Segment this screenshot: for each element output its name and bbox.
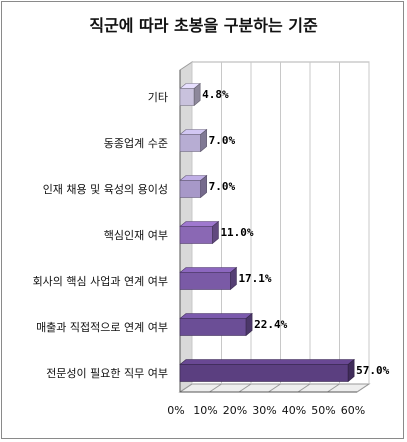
category-label: 회사의 핵심 사업과 연계 여부	[33, 275, 168, 288]
x-tick-label: 30%	[252, 404, 276, 417]
floor-gridline	[297, 383, 311, 393]
x-tick-label: 20%	[223, 404, 247, 417]
label-layer: 0% 10% 20% 30% 40% 50% 60% 기타 4.8% 동종업계 수준 7.0% 인재 …	[33, 88, 390, 417]
x-tick-label: 0%	[167, 404, 184, 417]
floor-gridline	[268, 383, 281, 393]
x-tick-label: 60%	[341, 404, 365, 417]
bar	[179, 358, 355, 383]
bar	[179, 174, 208, 199]
data-label: 22.4%	[254, 318, 287, 331]
bar-end-face	[200, 174, 207, 199]
floor-gridline	[327, 383, 340, 393]
bar-end-face	[347, 358, 355, 383]
floor-gridline	[179, 383, 193, 393]
bar-end-face	[230, 266, 237, 291]
bar-front-face	[179, 134, 201, 152]
bar-front-face	[179, 318, 247, 336]
bar	[179, 220, 220, 245]
bar	[179, 82, 201, 107]
chart-title: 직군에 따라 초봉을 구분하는 기준	[89, 16, 318, 35]
category-label: 전문성이 필요한 직무 여부	[46, 367, 168, 380]
data-label: 17.1%	[238, 272, 271, 285]
data-label: 7.0%	[209, 180, 236, 193]
bar-top-face	[179, 221, 220, 227]
x-tick-label: 10%	[193, 404, 217, 417]
bar-front-face	[179, 226, 213, 244]
bar-top-face	[179, 267, 238, 273]
floor-gridline	[209, 383, 222, 393]
category-label: 기타	[148, 91, 168, 104]
bar-layer	[179, 82, 355, 383]
category-label: 핵심인재 여부	[104, 229, 168, 242]
bar-front-face	[179, 180, 201, 198]
bar-front-face	[179, 364, 349, 382]
bar	[179, 266, 238, 291]
category-label: 인재 채용 및 육성의 용이성	[43, 183, 168, 196]
bar-front-face	[179, 88, 195, 106]
data-label: 4.8%	[202, 88, 229, 101]
x-tick-label: 50%	[311, 404, 335, 417]
bar-end-face	[193, 82, 201, 107]
data-label: 11.0%	[220, 226, 253, 239]
floor-gridline	[238, 383, 252, 393]
bar-end-face	[200, 128, 207, 153]
category-label: 동종업계 수준	[104, 137, 168, 150]
bar-end-face	[212, 220, 219, 245]
bar	[179, 312, 253, 337]
data-label: 57.0%	[356, 364, 389, 377]
bar	[179, 128, 208, 153]
category-label: 매출과 직접적으로 연계 여부	[36, 321, 168, 334]
bar-top-face	[179, 313, 253, 319]
x-tick-label: 40%	[282, 404, 306, 417]
bar-end-face	[245, 312, 253, 337]
floor-gridline	[356, 383, 370, 393]
bar-front-face	[179, 272, 231, 290]
data-label: 7.0%	[209, 134, 236, 147]
bar-top-face	[179, 359, 355, 365]
